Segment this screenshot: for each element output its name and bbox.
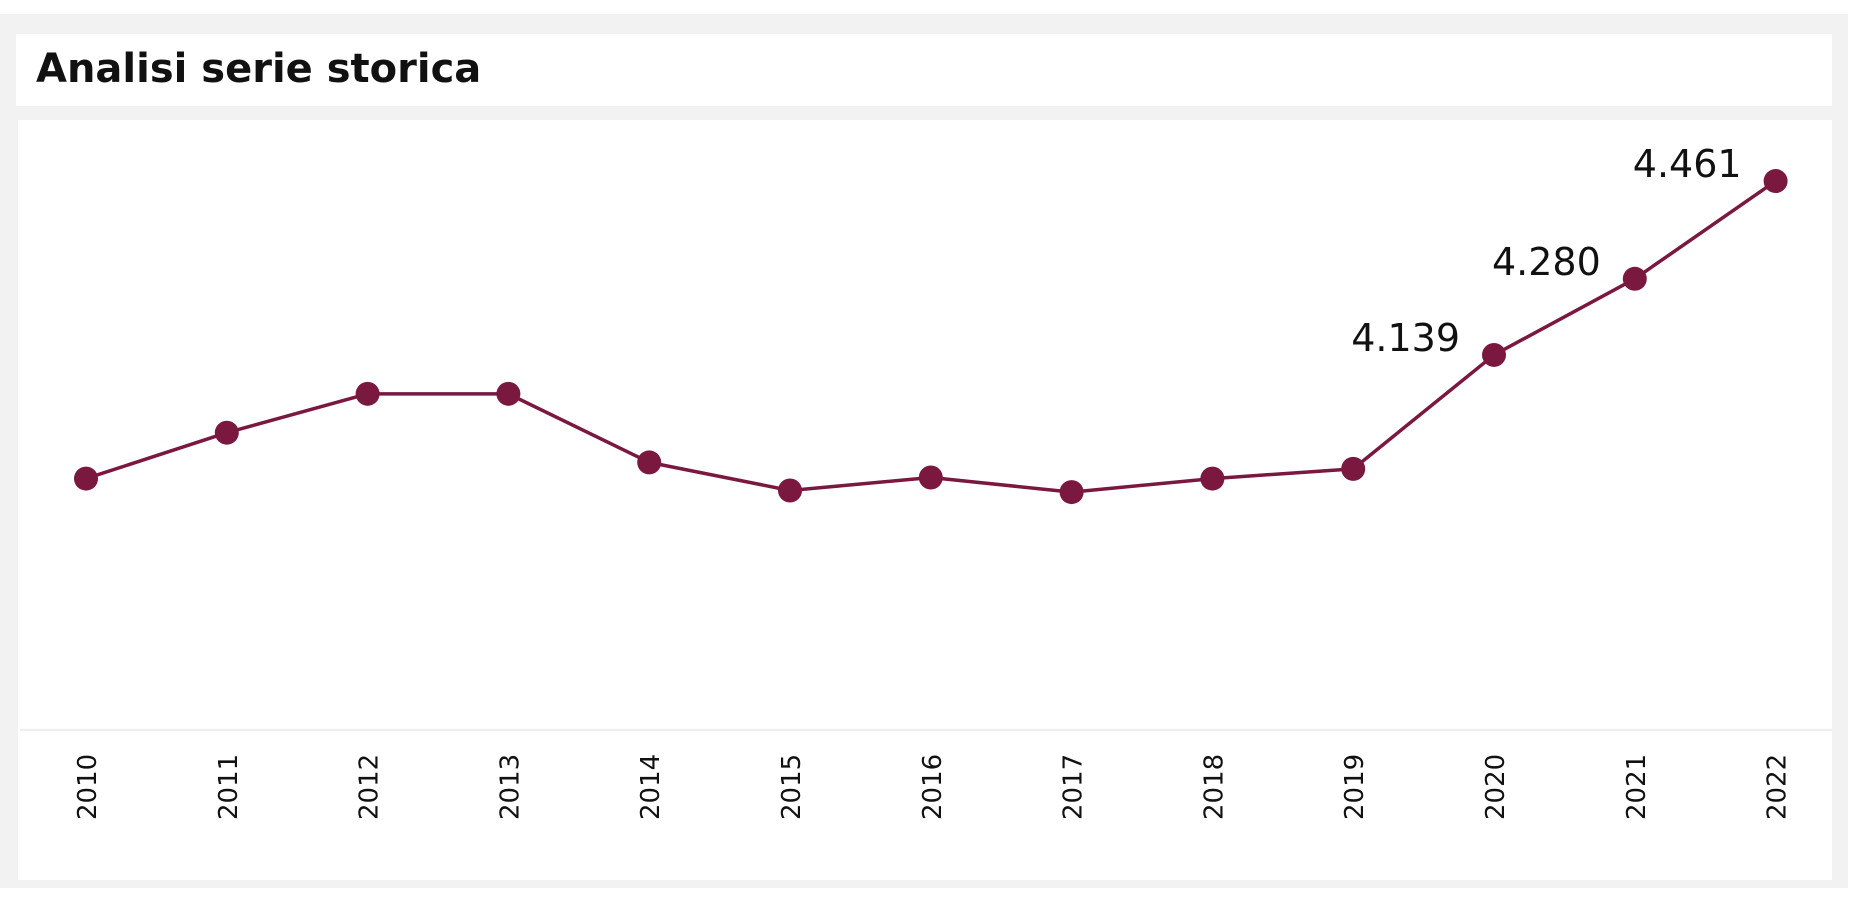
chart-panel: Analisi serie storica — [0, 14, 1848, 888]
data-label-2022: 4.461 — [1633, 142, 1742, 186]
x-tick-label-2019: 2019 — [1340, 754, 1370, 820]
data-point-2010 — [74, 466, 98, 491]
x-tick-label-2017: 2017 — [1059, 754, 1089, 820]
series-line — [85, 179, 1777, 494]
data-point-2015 — [778, 478, 802, 503]
chart-marks: 2010 2011 2012 2013 2014 2015 2016 2017 2018 2019… — [20, 142, 1832, 820]
data-point-2018 — [1200, 466, 1225, 491]
data-point-2021 — [1622, 266, 1647, 291]
chart-header: Analisi serie storica — [16, 34, 1832, 106]
data-point-2020 — [1482, 342, 1506, 367]
data-point-2017 — [1059, 480, 1084, 505]
x-tick-label-2014: 2014 — [636, 754, 666, 820]
x-tick-label-2016: 2016 — [918, 754, 948, 820]
x-tick-label-2013: 2013 — [495, 754, 525, 820]
data-label-2021: 4.280 — [1492, 240, 1601, 284]
data-point-2012 — [355, 381, 380, 406]
data-point-2019 — [1341, 456, 1366, 481]
x-tick-label-2018: 2018 — [1199, 754, 1229, 820]
x-tick-label-2015: 2015 — [777, 754, 807, 820]
data-point-2016 — [918, 465, 943, 490]
data-point-2022 — [1763, 169, 1788, 194]
chart-title: Analisi serie storica — [36, 46, 482, 92]
data-point-2011 — [214, 420, 239, 445]
data-label-2020: 4.139 — [1351, 316, 1460, 360]
plot-area — [18, 120, 1832, 880]
x-tick-label-2012: 2012 — [355, 754, 385, 820]
data-point-2014 — [637, 450, 662, 475]
x-tick-label-2010: 2010 — [73, 754, 103, 820]
data-point-2013 — [496, 381, 521, 406]
x-tick-label-2021: 2021 — [1622, 754, 1652, 820]
x-tick-label-2011: 2011 — [214, 754, 244, 820]
x-tick-label-2020: 2020 — [1481, 754, 1511, 820]
x-tick-label-2022: 2022 — [1763, 754, 1793, 820]
